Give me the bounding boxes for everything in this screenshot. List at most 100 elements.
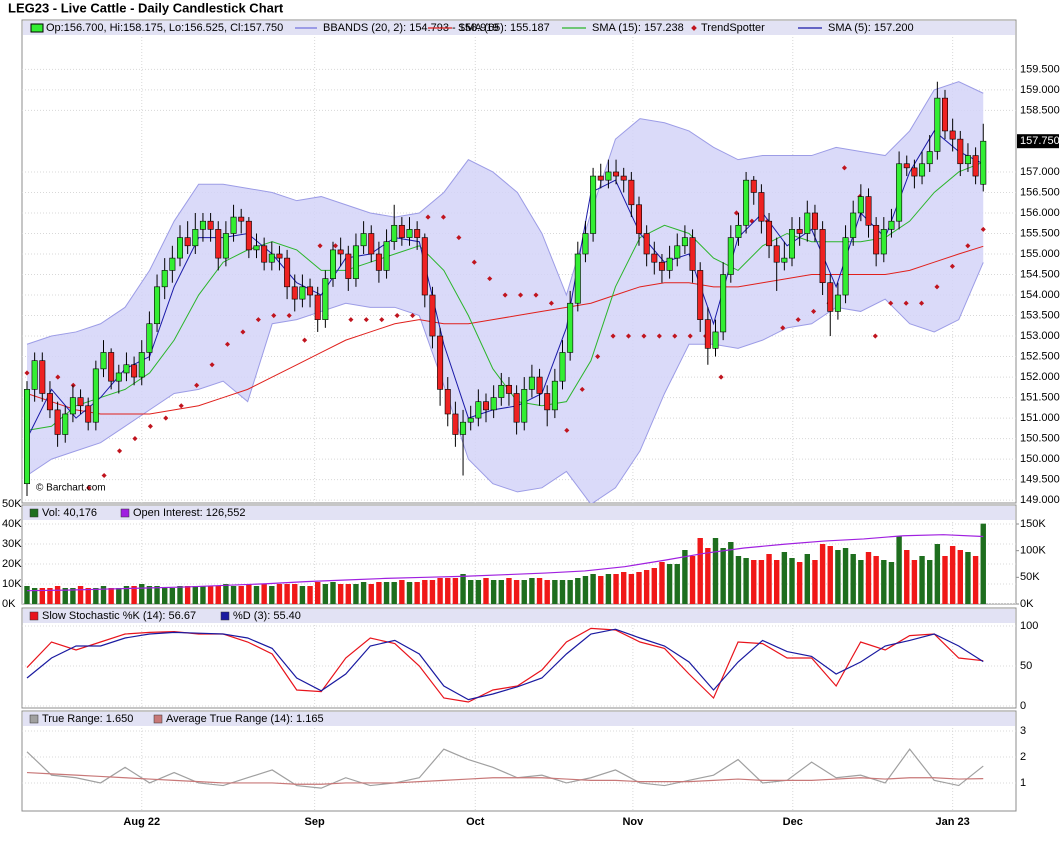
y-tick-label: 149.000	[1020, 494, 1060, 506]
y-tick-label: 157.000	[1020, 166, 1060, 178]
x-tick-label: Jan 23	[936, 816, 970, 828]
legend-band	[23, 21, 1015, 35]
candle-body	[521, 389, 528, 423]
y-tick-label: 30K	[2, 538, 22, 550]
volume-bar	[414, 582, 420, 604]
candle-body	[788, 229, 795, 259]
volume-bar	[842, 548, 849, 604]
volume-bar	[819, 544, 826, 604]
volume-bar	[215, 586, 221, 604]
candle-body	[161, 270, 168, 288]
y-tick-label: 0K	[2, 598, 16, 610]
trendspotter-dot	[224, 341, 231, 347]
candle-body	[31, 360, 38, 390]
trendspotter-dot	[872, 333, 878, 339]
volume-bar	[429, 580, 436, 604]
plot-area	[22, 519, 1016, 604]
legend-label: %D (3): 55.40	[233, 610, 301, 622]
volume-bar	[207, 586, 214, 604]
candle-body	[658, 261, 665, 271]
volume-bar	[529, 578, 535, 604]
volume-bar	[406, 582, 413, 604]
volume-bar	[337, 584, 344, 604]
volume-bar	[972, 556, 979, 604]
volume-bar	[796, 562, 803, 604]
candle-body	[154, 286, 161, 325]
volume-bar	[230, 586, 237, 604]
candle-body	[926, 151, 933, 165]
indicator-line	[26, 748, 984, 789]
candle-body	[781, 257, 788, 263]
trendspotter-dot	[317, 243, 323, 249]
volume-bar	[674, 564, 680, 604]
volume-bar	[177, 586, 183, 604]
candle-body	[574, 253, 581, 304]
candle-body	[222, 233, 229, 259]
volume-bar	[896, 536, 902, 604]
volume-bar	[399, 580, 405, 604]
candle-body	[903, 163, 910, 169]
candle-body	[651, 253, 658, 263]
volume-bar	[184, 586, 191, 604]
y-tick-label: 152.500	[1020, 350, 1060, 362]
candle-body	[811, 212, 818, 230]
volume-bar	[139, 584, 145, 604]
volume-bar	[131, 586, 137, 604]
volume-bar	[506, 578, 512, 604]
trendspotter-dot	[811, 308, 817, 314]
legend-marker	[691, 25, 697, 31]
volume-bar	[483, 578, 489, 604]
y2-tick-label: 150K	[1020, 518, 1046, 530]
y-tick-label: 2	[1020, 751, 1026, 763]
candle-body	[368, 233, 375, 255]
volume-bar	[735, 556, 742, 604]
trendspotter-dot	[271, 312, 277, 319]
volume-bar	[200, 586, 206, 604]
legend-marker	[29, 611, 39, 621]
legend-marker	[30, 23, 44, 33]
volume-bar	[123, 586, 130, 604]
candle-body	[919, 163, 926, 177]
candle-body	[980, 140, 987, 185]
volume-bar	[804, 554, 810, 604]
candle-body	[184, 237, 191, 247]
volume-bar	[643, 570, 650, 604]
candle-body	[490, 397, 497, 411]
volume-bar	[888, 562, 895, 604]
legend-label: SMA (5): 157.200	[828, 22, 914, 34]
panel-frame	[21, 607, 1017, 709]
indicator-line	[26, 771, 984, 785]
volume-bar	[85, 588, 91, 604]
volume-bar	[605, 574, 612, 604]
candle-body	[398, 224, 405, 238]
volume-bar	[307, 586, 313, 604]
y-tick-label: 153.500	[1020, 309, 1060, 321]
candle-body	[444, 389, 451, 415]
volume-bar	[498, 580, 504, 604]
legend-label: Open Interest: 126,552	[133, 507, 246, 519]
candle-body	[199, 220, 206, 230]
y-tick-label: 151.000	[1020, 412, 1060, 424]
y-tick-label: 154.000	[1020, 289, 1060, 301]
y-tick-label: 156.000	[1020, 207, 1060, 219]
y-tick-label: 0	[1020, 700, 1026, 712]
candle-body	[681, 237, 688, 247]
candle-body	[85, 405, 92, 423]
candle-body	[743, 179, 750, 226]
candle-body	[39, 360, 46, 394]
volume-bar	[927, 560, 933, 604]
volume-bar	[154, 586, 160, 604]
volume-bar	[276, 584, 283, 604]
candle-body	[391, 224, 398, 242]
volume-bar	[758, 560, 765, 604]
volume-bar	[827, 546, 833, 604]
candle-body	[192, 229, 199, 247]
volume-bar	[766, 554, 772, 604]
candle-body	[452, 413, 459, 435]
volume-bar	[116, 588, 122, 604]
trendspotter-dot	[209, 362, 215, 368]
volume-bar	[246, 584, 252, 604]
candle-body	[590, 175, 597, 234]
volume-bar	[77, 586, 84, 604]
candle-body	[704, 319, 711, 349]
